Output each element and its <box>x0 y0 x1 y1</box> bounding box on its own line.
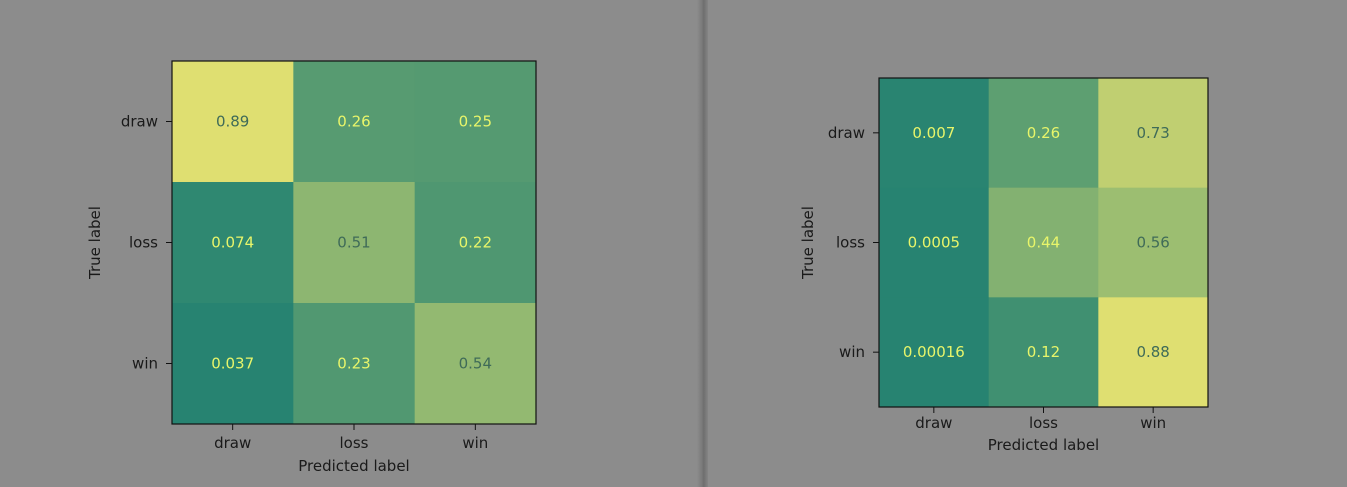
cell-value-label-1-0: 0.074 <box>211 234 254 252</box>
x-axis-title: Predicted label <box>298 457 409 475</box>
y-tick-label-0: draw <box>121 113 158 131</box>
y-axis-title: True label <box>799 206 817 280</box>
heatmap-cell-2-2 <box>1098 297 1209 408</box>
pane-divider[interactable] <box>697 0 708 487</box>
cell-value-label-2-0: 0.037 <box>211 355 254 373</box>
heatmap-cell-1-0 <box>879 187 990 298</box>
cell-value-label-0-2: 0.25 <box>459 113 492 131</box>
confusion-matrix-right: 0.007 0.26 0.73 0.0005 0.44 0.56 0.00016 0.12 0.… <box>799 77 1209 454</box>
heatmap-cell-0-1 <box>293 61 416 183</box>
x-tick-label-0: draw <box>214 434 251 452</box>
y-tick-label-1: loss <box>836 234 865 252</box>
heatmap-cell-1-1 <box>988 187 1099 298</box>
y-tick-label-1: loss <box>129 234 158 252</box>
y-tick-label-0: draw <box>828 124 865 142</box>
heatmap-cell-0-1 <box>988 78 1099 189</box>
heatmap-cell-2-0 <box>879 297 990 408</box>
heatmap-cell-0-0 <box>879 78 990 189</box>
heatmap-cell-1-2 <box>1098 187 1209 298</box>
confusion-matrix-left: 0.89 0.26 0.25 0.074 0.51 0.22 0.037 0.23 0.54 dr… <box>86 60 537 475</box>
x-axis-title: Predicted label <box>988 436 1099 454</box>
x-tick-label-0: draw <box>915 414 952 432</box>
x-tick-label-1: loss <box>1029 414 1058 432</box>
cell-value-label-0-0: 0.007 <box>912 124 955 142</box>
cell-value-label-2-0: 0.00016 <box>903 343 965 361</box>
heatmap-cell-2-1 <box>293 303 416 425</box>
x-tick-label-1: loss <box>340 434 369 452</box>
y-tick-label-2: win <box>132 355 158 373</box>
cell-value-label-1-1: 0.51 <box>337 234 370 252</box>
cell-value-label-1-1: 0.44 <box>1027 234 1060 252</box>
heatmap-cell-0-0 <box>172 61 294 183</box>
right-chart-pane: 0.007 0.26 0.73 0.0005 0.44 0.56 0.00016 0.12 0.… <box>708 0 1347 487</box>
heatmap-cell-2-0 <box>172 303 294 425</box>
heatmap-cell-2-2 <box>414 303 537 425</box>
cell-value-label-1-2: 0.56 <box>1136 234 1169 252</box>
cell-value-label-0-1: 0.26 <box>1027 124 1060 142</box>
heatmap-cell-1-0 <box>172 182 294 304</box>
cell-value-label-2-1: 0.23 <box>337 355 370 373</box>
cell-value-label-1-0: 0.0005 <box>908 234 961 252</box>
heatmap-cell-0-2 <box>1098 78 1209 189</box>
cell-value-label-0-0: 0.89 <box>216 113 249 131</box>
y-axis-title: True label <box>86 206 104 280</box>
heatmap-cell-0-2 <box>414 61 537 183</box>
cell-value-label-1-2: 0.22 <box>459 234 492 252</box>
cell-value-label-2-2: 0.54 <box>459 355 492 373</box>
y-tick-label-2: win <box>839 343 865 361</box>
cell-value-label-0-1: 0.26 <box>337 113 370 131</box>
heatmap-cell-1-1 <box>293 182 416 304</box>
cell-value-label-2-1: 0.12 <box>1027 343 1060 361</box>
x-tick-label-2: win <box>462 434 488 452</box>
cell-value-label-2-2: 0.88 <box>1136 343 1169 361</box>
left-chart-pane: 0.89 0.26 0.25 0.074 0.51 0.22 0.037 0.23 0.54 dr… <box>86 60 537 475</box>
cell-value-label-0-2: 0.73 <box>1136 124 1169 142</box>
heatmap-cell-1-2 <box>414 182 537 304</box>
x-tick-label-2: win <box>1140 414 1166 432</box>
heatmap-cell-2-1 <box>988 297 1099 408</box>
